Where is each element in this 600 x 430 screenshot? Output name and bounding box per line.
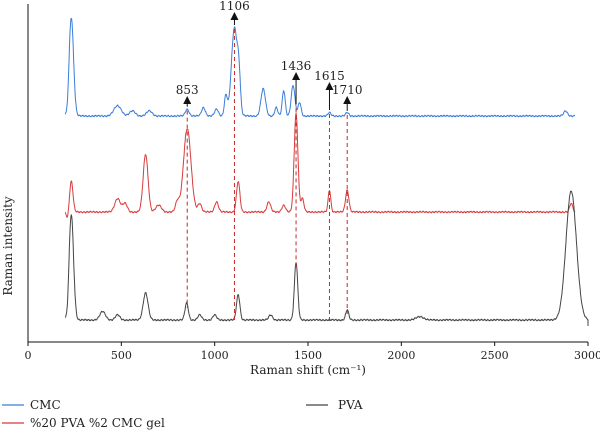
series-line-cmc [64, 17, 576, 118]
legend-item-cmc: CMC [2, 398, 61, 412]
x-tick-label: 2500 [481, 349, 509, 362]
peak-label-1710: 1710 [332, 83, 363, 97]
x-ticks: 0 500 1000 1500 2000 2500 3000 [25, 342, 600, 362]
legend-label-pva: PVA [338, 398, 363, 412]
x-tick-label: 500 [111, 349, 132, 362]
peak-label-1106: 1106 [219, 0, 250, 13]
x-tick-label: 2000 [387, 349, 415, 362]
legend-item-gel: %20 PVA %2 CMC gel [2, 416, 165, 430]
legend: CMC %20 PVA %2 CMC gel PVA [2, 398, 363, 430]
x-tick-label: 1000 [201, 349, 229, 362]
peak-label-1615: 1615 [314, 69, 345, 83]
x-tick-label: 3000 [574, 349, 600, 362]
peak-label-853: 853 [176, 83, 199, 97]
series-layer [64, 17, 589, 326]
legend-label-gel: %20 PVA %2 CMC gel [30, 416, 165, 430]
series-line-gel [64, 112, 576, 218]
x-tick-label: 0 [25, 349, 32, 362]
series-line-pva [64, 190, 589, 326]
x-tick-label: 1500 [294, 349, 322, 362]
legend-item-pva: PVA [306, 398, 363, 412]
y-axis-title: Raman intensity [1, 196, 15, 296]
peak-label-1436: 1436 [281, 59, 312, 73]
legend-label-cmc: CMC [30, 398, 61, 412]
x-axis-title: Raman shift (cm⁻¹) [250, 363, 366, 377]
axes: 0 500 1000 1500 2000 2500 3000 Raman shift (cm… [1, 4, 600, 377]
